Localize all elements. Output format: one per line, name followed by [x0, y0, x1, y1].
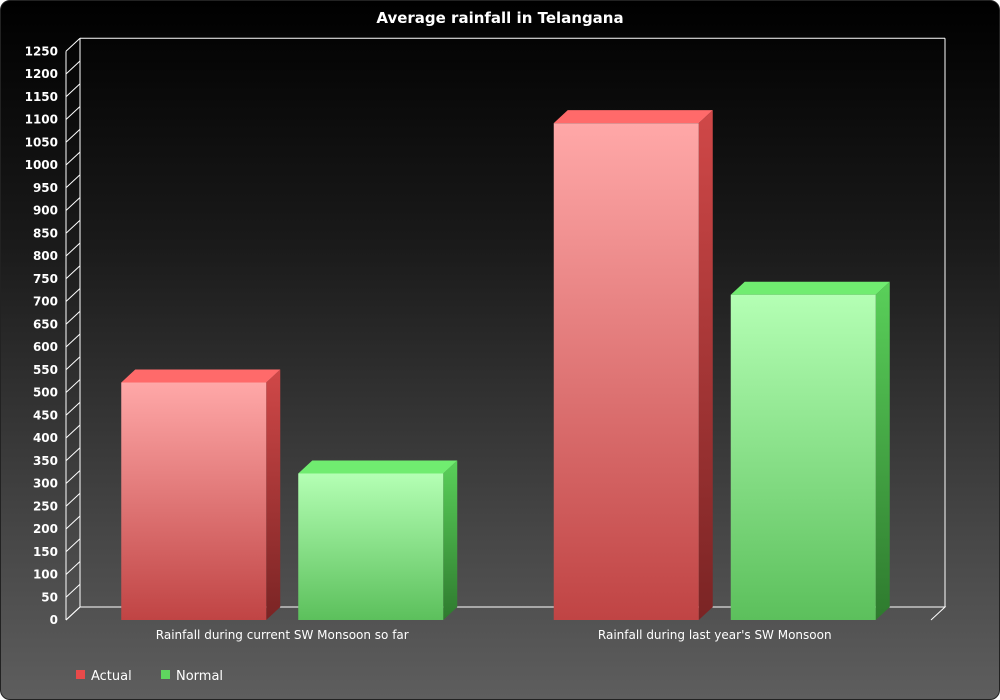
bar-side — [875, 281, 890, 620]
y-axis: 0 50 100 150 200 250 300 350 400 450 500 550 600 650 7… — [25, 37, 81, 627]
y-tick-line — [65, 219, 81, 234]
y-tick-label: 500 — [33, 386, 58, 400]
y-tick-label: 1050 — [25, 135, 58, 149]
y-tick-label: 1000 — [25, 158, 58, 172]
y-tick-label: 950 — [33, 181, 58, 195]
y-tick-line — [65, 106, 81, 120]
bar-top — [121, 369, 281, 383]
y-tick-label: 1200 — [25, 67, 58, 81]
y-tick-line — [65, 515, 81, 530]
y-tick-label: 150 — [33, 545, 58, 559]
y-tick-label: 300 — [33, 477, 58, 491]
y-tick-label: 750 — [33, 272, 58, 286]
y-tick-line — [65, 333, 81, 348]
y-tick-label: 550 — [33, 363, 58, 377]
chart-title: Average rainfall in Telangana — [376, 9, 624, 27]
y-tick-label: 350 — [33, 454, 58, 468]
y-tick-line — [65, 265, 81, 280]
bar-normal-0 — [298, 460, 458, 620]
y-tick-line — [65, 174, 81, 189]
y-tick-label: 50 — [41, 590, 58, 604]
y-tick-line — [65, 401, 81, 416]
y-tick-line — [65, 60, 81, 75]
y-tick-label: 1250 — [25, 44, 58, 58]
bar-top — [730, 281, 890, 295]
y-tick-line — [65, 151, 81, 166]
y-tick-label: 700 — [33, 295, 58, 309]
bar-front — [121, 382, 267, 620]
bars — [121, 110, 890, 620]
bar-side — [698, 110, 713, 620]
y-tick-label: 1150 — [25, 90, 58, 104]
x-category-label: Rainfall during last year's SW Monsoon — [598, 628, 832, 642]
y-tick-label: 200 — [33, 522, 58, 536]
y-tick-label: 100 — [33, 568, 58, 582]
x-category-label: Rainfall during current SW Monsoon so fa… — [156, 628, 409, 642]
bar-top — [298, 460, 458, 474]
y-tick-label: 600 — [33, 340, 58, 354]
bar-side — [266, 369, 281, 620]
y-tick-line — [65, 379, 81, 393]
bar-normal-1 — [730, 281, 890, 620]
y-tick-line — [65, 470, 81, 484]
y-tick-line — [65, 197, 81, 211]
legend: Actual Normal — [76, 669, 223, 684]
y-tick-label: 0 — [50, 613, 58, 627]
y-tick-line — [65, 242, 81, 257]
y-tick-line — [65, 37, 81, 52]
y-tick-line — [65, 583, 81, 598]
y-tick-label: 1100 — [25, 113, 58, 127]
bar-top — [553, 110, 713, 124]
y-tick-label: 650 — [33, 317, 58, 331]
y-tick-label: 450 — [33, 408, 58, 422]
legend-label: Normal — [176, 669, 223, 684]
y-tick-line — [65, 561, 81, 575]
legend-swatch — [76, 670, 85, 679]
y-tick-label: 800 — [33, 249, 58, 263]
bar-front — [553, 123, 699, 620]
y-tick-line — [65, 310, 81, 325]
legend-item-normal: Normal — [161, 669, 223, 684]
bar-front — [730, 294, 876, 620]
y-tick-line — [65, 447, 81, 462]
y-tick-line — [65, 288, 81, 302]
legend-swatch — [161, 670, 170, 679]
y-tick-label: 400 — [33, 431, 58, 445]
bar-actual-0 — [121, 369, 281, 620]
y-tick-line — [65, 128, 81, 143]
y-tick-label: 850 — [33, 226, 58, 240]
y-tick-line — [65, 538, 81, 553]
bar-actual-1 — [553, 110, 713, 620]
bar-side — [443, 460, 458, 620]
y-tick-line — [65, 83, 81, 98]
bar-front — [298, 473, 444, 620]
y-tick-line — [65, 606, 81, 621]
x-axis: Rainfall during current SW Monsoon so fa… — [156, 628, 832, 642]
y-tick-line — [65, 356, 81, 371]
y-tick-label: 900 — [33, 204, 58, 218]
y-tick-line — [65, 492, 81, 507]
legend-item-actual: Actual — [76, 669, 132, 684]
y-tick-label: 250 — [33, 499, 58, 513]
legend-label: Actual — [91, 669, 132, 684]
y-tick-line — [65, 424, 81, 439]
